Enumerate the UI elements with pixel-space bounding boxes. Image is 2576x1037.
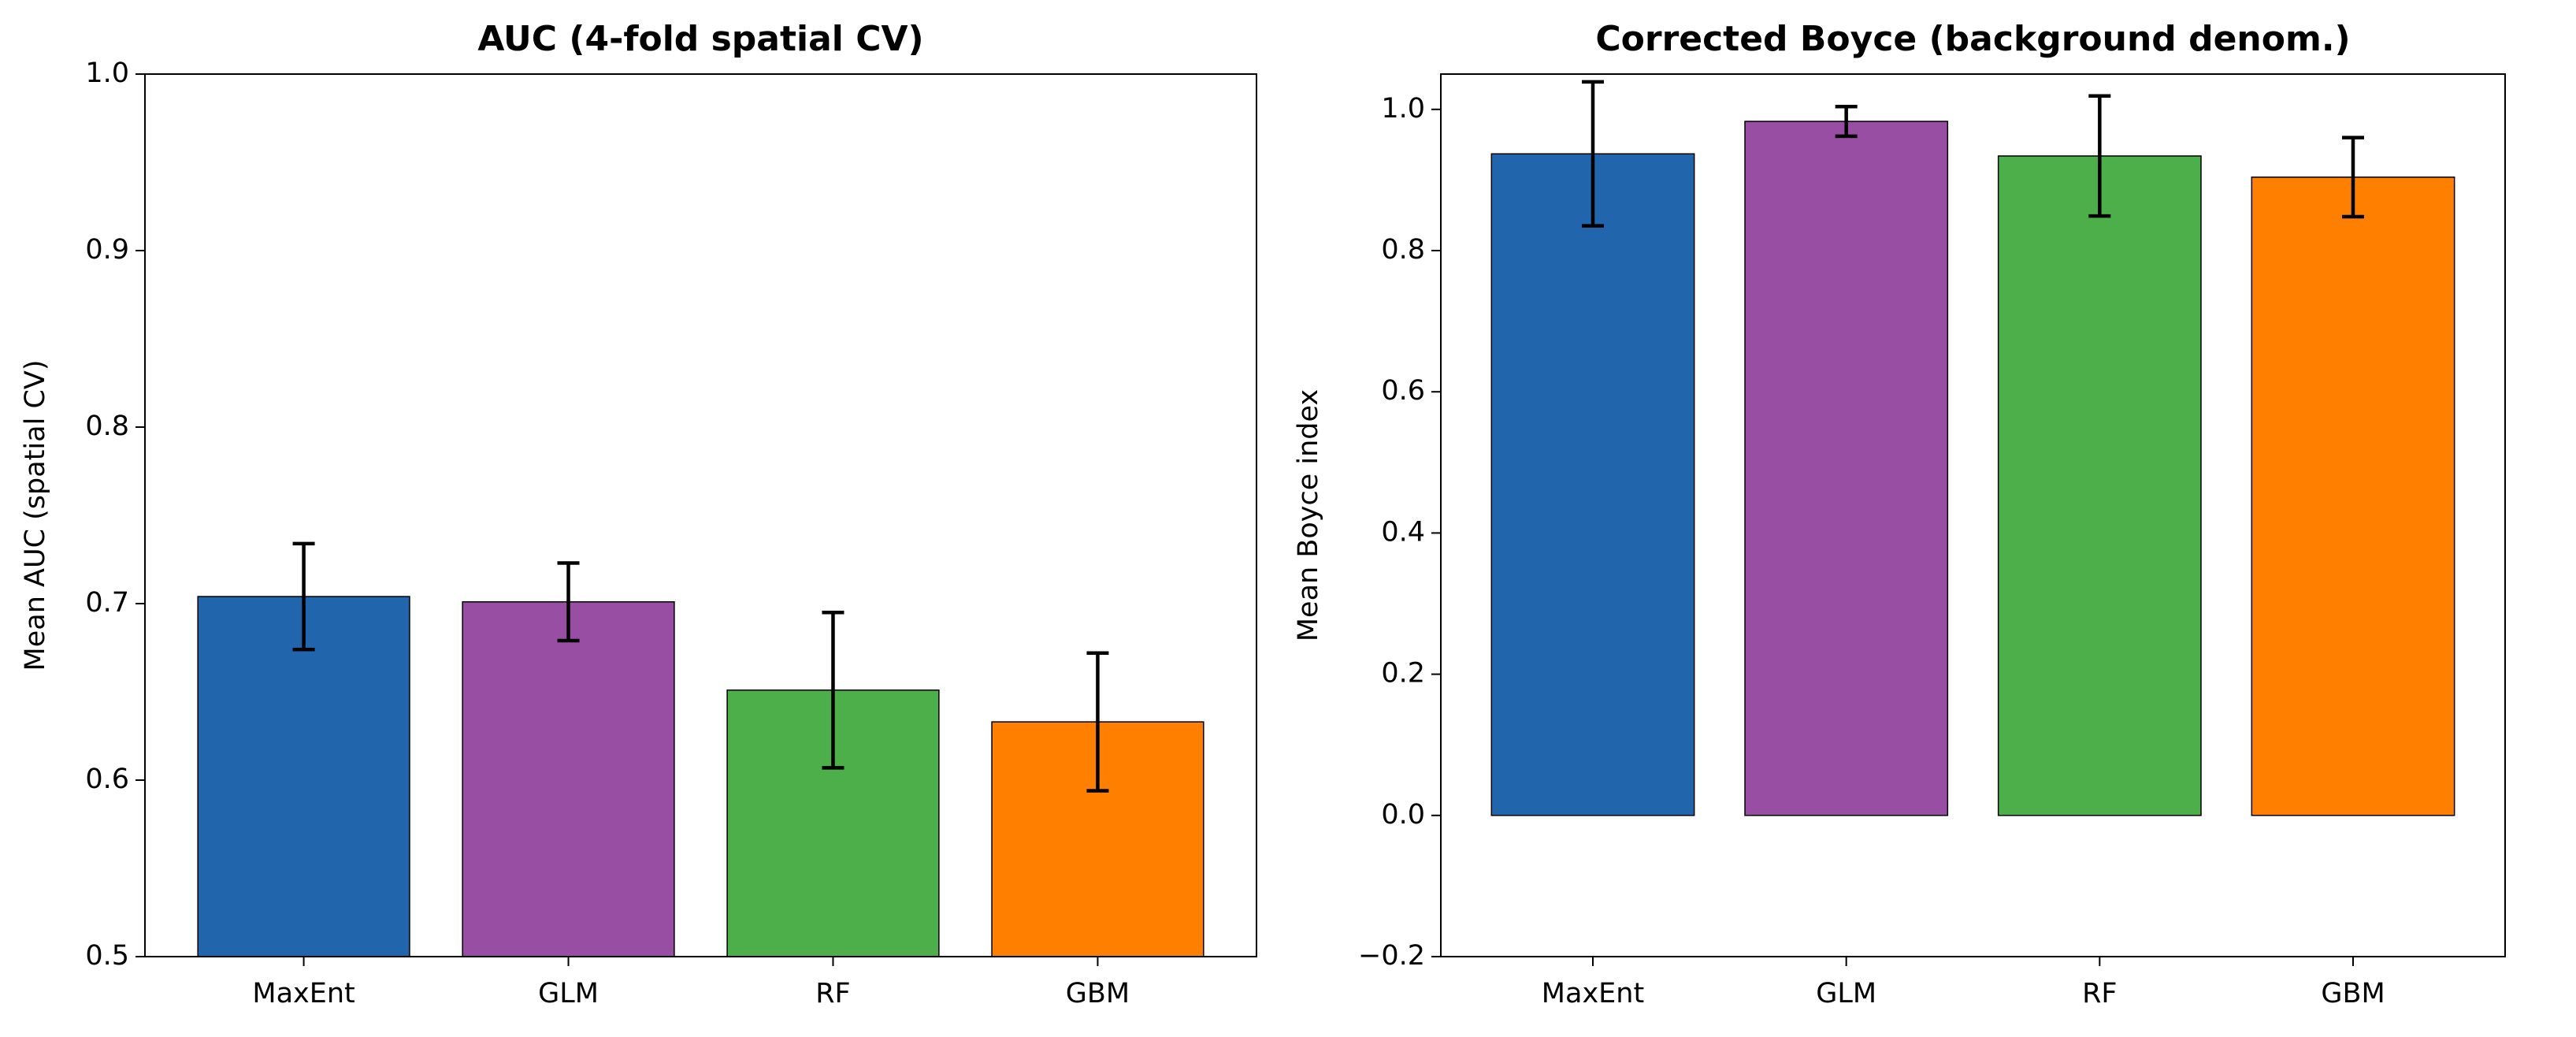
y-tick-label: 0.4: [1381, 516, 1425, 548]
axes-frame: [144, 73, 1257, 957]
axes-frame: [1440, 73, 2506, 957]
y-tick-label: 1.0: [1381, 93, 1425, 125]
error-bar: [1835, 104, 1858, 139]
y-tick-label: 0.6: [85, 764, 129, 795]
error-bar: [557, 561, 580, 643]
bar: [1490, 153, 1695, 816]
error-bar: [2088, 94, 2111, 218]
error-bar: [1582, 80, 1604, 228]
y-tick-label: 0.2: [1381, 658, 1425, 689]
error-bar: [2342, 136, 2364, 219]
bar: [1997, 155, 2202, 816]
y-tick-label: 0.8: [85, 411, 129, 442]
y-axis-label: Mean Boyce index: [1293, 389, 1324, 641]
x-tick-label: MaxEnt: [1542, 978, 1644, 1009]
y-tick-label: 0.6: [1381, 375, 1425, 407]
y-tick-label: 0.0: [1381, 799, 1425, 831]
bar: [462, 601, 675, 957]
error-bar: [292, 541, 315, 652]
x-tick-label: GLM: [538, 978, 599, 1009]
x-tick-label: GBM: [2321, 978, 2385, 1009]
x-tick-label: RF: [815, 978, 850, 1009]
y-tick-label: 0.9: [85, 234, 129, 266]
bar: [1744, 121, 1949, 816]
error-bar: [822, 610, 844, 770]
chart-title: Corrected Boyce (background denom.): [1595, 19, 2350, 59]
error-bar: [1086, 651, 1109, 793]
x-tick-label: RF: [2082, 978, 2117, 1009]
y-tick-label: 0.5: [85, 940, 129, 972]
y-tick-label: −0.2: [1358, 940, 1425, 972]
bar: [197, 596, 410, 957]
x-tick-label: GLM: [1816, 978, 1876, 1009]
x-tick-label: MaxEnt: [252, 978, 354, 1009]
bar: [2251, 177, 2455, 816]
y-tick-label: 0.7: [85, 587, 129, 619]
y-tick-label: 1.0: [85, 58, 129, 89]
y-tick-label: 0.8: [1381, 234, 1425, 266]
chart-title: AUC (4-fold spatial CV): [477, 19, 923, 59]
y-axis-label: Mean AUC (spatial CV): [20, 360, 51, 671]
x-tick-label: GBM: [1066, 978, 1130, 1009]
